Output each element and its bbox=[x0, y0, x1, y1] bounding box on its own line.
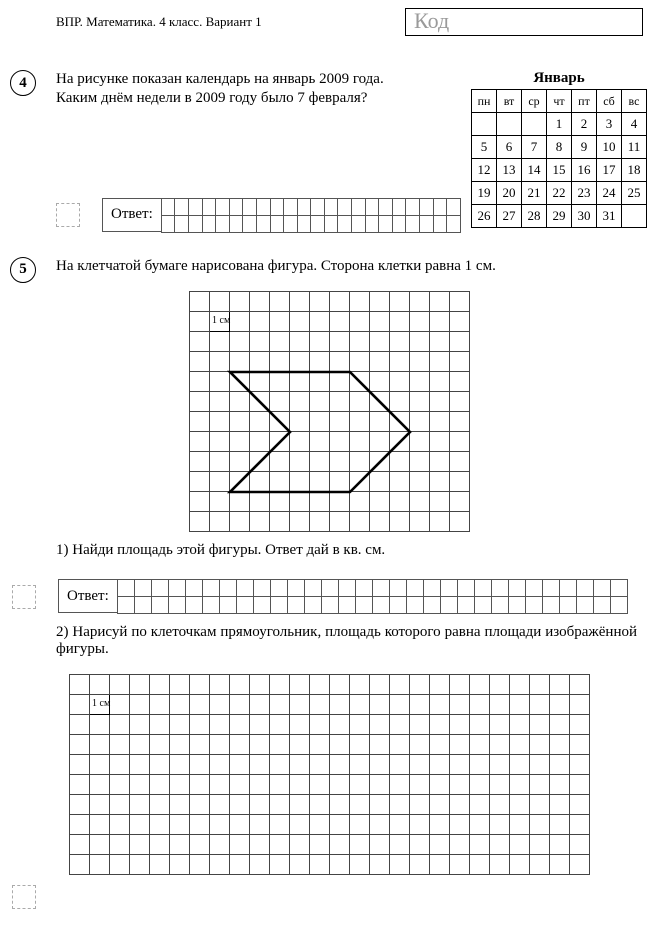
calendar-day: 14 bbox=[522, 159, 547, 182]
calendar-day: 31 bbox=[597, 205, 622, 228]
calendar-day: 10 bbox=[597, 136, 622, 159]
calendar-day: 12 bbox=[472, 159, 497, 182]
draw-grid[interactable]: 1 см bbox=[69, 674, 590, 875]
calendar-day: 25 bbox=[622, 182, 647, 205]
calendar-day: 11 bbox=[622, 136, 647, 159]
calendar-weekday: чт bbox=[547, 90, 572, 113]
calendar-weekday: пн bbox=[472, 90, 497, 113]
calendar-day: 9 bbox=[572, 136, 597, 159]
calendar: Январь пнвтсрчтптсбвс1234567891011121314… bbox=[471, 70, 647, 228]
calendar-day: 28 bbox=[522, 205, 547, 228]
calendar-day bbox=[522, 113, 547, 136]
answer-label-5: Ответ: bbox=[58, 579, 117, 613]
calendar-day: 24 bbox=[597, 182, 622, 205]
calendar-day: 23 bbox=[572, 182, 597, 205]
calendar-day: 20 bbox=[497, 182, 522, 205]
calendar-day: 15 bbox=[547, 159, 572, 182]
calendar-day: 22 bbox=[547, 182, 572, 205]
figure-grid: 1 см bbox=[189, 291, 470, 532]
answer-grid-4[interactable] bbox=[161, 198, 461, 233]
task-4: 4 Январь пнвтсрчтптсбвс12345678910111213… bbox=[12, 70, 647, 233]
task-4-line1: На рисунке показан календарь на январь 2… bbox=[56, 71, 384, 87]
score-box bbox=[56, 203, 80, 227]
calendar-day: 8 bbox=[547, 136, 572, 159]
calendar-weekday: ср bbox=[522, 90, 547, 113]
task-5: 5 На клетчатой бумаге нарисована фигура.… bbox=[12, 257, 647, 910]
task-4-line2: Каким днём недели в 2009 году было 7 фев… bbox=[56, 90, 367, 106]
calendar-day: 13 bbox=[497, 159, 522, 182]
answer-box-4[interactable]: Ответ: bbox=[102, 198, 461, 233]
calendar-day: 5 bbox=[472, 136, 497, 159]
task-4-number: 4 bbox=[10, 70, 36, 96]
task-5-q1: 1) Найди площадь этой фигуры. Ответ дай … bbox=[56, 542, 647, 559]
calendar-day: 18 bbox=[622, 159, 647, 182]
calendar-day: 30 bbox=[572, 205, 597, 228]
calendar-day: 7 bbox=[522, 136, 547, 159]
calendar-weekday: сб bbox=[597, 90, 622, 113]
answer-grid-5[interactable] bbox=[117, 579, 628, 614]
answer-box-5[interactable]: Ответ: bbox=[58, 579, 628, 614]
task-5-number: 5 bbox=[10, 257, 36, 283]
calendar-day: 26 bbox=[472, 205, 497, 228]
page-header-title: ВПР. Математика. 4 класс. Вариант 1 bbox=[56, 14, 262, 30]
cm-label: 1 см bbox=[212, 315, 230, 326]
figure-grid-wrap: 1 см bbox=[189, 291, 470, 532]
score-box bbox=[12, 585, 36, 609]
calendar-day: 1 bbox=[547, 113, 572, 136]
calendar-day: 27 bbox=[497, 205, 522, 228]
calendar-day: 3 bbox=[597, 113, 622, 136]
code-input-box[interactable]: Код bbox=[405, 8, 643, 36]
calendar-day bbox=[497, 113, 522, 136]
calendar-weekday: вт bbox=[497, 90, 522, 113]
calendar-day: 4 bbox=[622, 113, 647, 136]
draw-grid-wrap: 1 см bbox=[69, 674, 590, 875]
calendar-title: Январь bbox=[471, 70, 647, 87]
calendar-day: 21 bbox=[522, 182, 547, 205]
calendar-day: 6 bbox=[497, 136, 522, 159]
score-box bbox=[12, 885, 36, 909]
answer-label-4: Ответ: bbox=[102, 198, 161, 232]
calendar-day bbox=[472, 113, 497, 136]
calendar-day: 2 bbox=[572, 113, 597, 136]
task-5-q2: 2) Нарисуй по клеточкам прямоугольник, п… bbox=[56, 624, 637, 658]
calendar-day: 16 bbox=[572, 159, 597, 182]
task-5-intro: На клетчатой бумаге нарисована фигура. С… bbox=[56, 257, 647, 276]
calendar-day bbox=[622, 205, 647, 228]
calendar-day: 19 bbox=[472, 182, 497, 205]
calendar-day: 17 bbox=[597, 159, 622, 182]
calendar-weekday: пт bbox=[572, 90, 597, 113]
calendar-day: 29 bbox=[547, 205, 572, 228]
calendar-weekday: вс bbox=[622, 90, 647, 113]
cm-label: 1 см bbox=[92, 698, 110, 709]
calendar-table: пнвтсрчтптсбвс12345678910111213141516171… bbox=[471, 89, 647, 228]
